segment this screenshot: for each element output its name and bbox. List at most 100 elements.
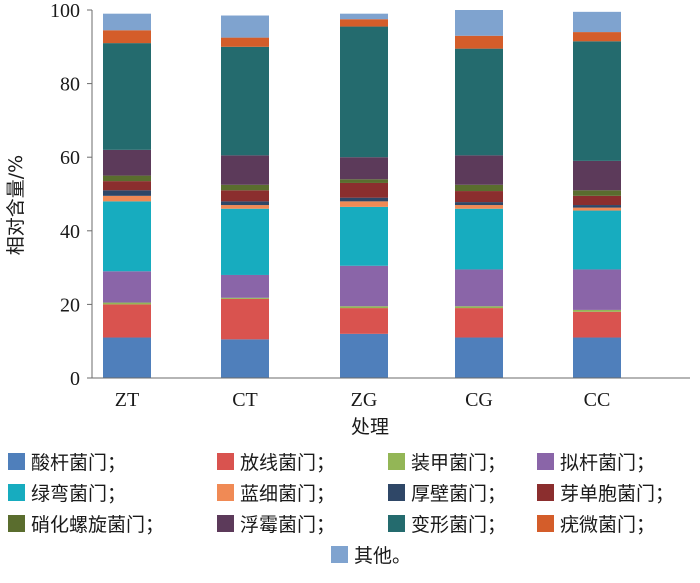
x-axis: ZT CT ZG CG CC (92, 377, 690, 411)
y-tick-label: 0 (70, 368, 80, 390)
bar-segment-cc-5 (573, 207, 621, 211)
legend-label: 浮霉菌门； (240, 513, 336, 536)
bar-segment-ct-12 (221, 15, 269, 38)
legend-item: 硝化螺旋菌门； (8, 510, 164, 536)
bar-segment-ct-7 (221, 190, 269, 202)
x-tick-label: CC (584, 389, 611, 411)
bar-segment-ct-4 (221, 208, 269, 275)
bar-segment-zt-2 (103, 302, 151, 305)
legend-swatch (217, 483, 234, 501)
bar-stack-zt (103, 13, 151, 378)
legend-item: 疣微菌门； (537, 510, 655, 536)
bar-segment-zg-11 (340, 19, 388, 27)
bar-segment-zt-3 (103, 271, 151, 303)
x-axis-title: 处理 (351, 416, 389, 438)
legend-item: 装甲菌门； (388, 448, 506, 474)
legend-item: 其他。 (331, 541, 411, 567)
legend-item: 拟杆菌门； (537, 448, 655, 474)
bar-segment-cg-0 (455, 337, 503, 378)
legend-swatch (537, 452, 554, 470)
bar-segment-zt-1 (103, 304, 151, 338)
legend-item: 绿弯菌门； (8, 479, 126, 505)
legend-swatch (8, 452, 25, 470)
legend-swatch (537, 483, 554, 501)
legend-label: 酸杆菌门； (31, 451, 127, 474)
bar-segment-cc-6 (573, 205, 621, 208)
bar-segment-zt-4 (103, 201, 151, 272)
y-tick-label: 40 (60, 221, 80, 243)
bar-segment-zt-7 (103, 181, 151, 191)
legend-label: 芽单胞菌门； (560, 482, 675, 505)
bar-segment-zt-5 (103, 195, 151, 202)
bar-segment-zt-10 (103, 43, 151, 150)
legend-swatch (388, 483, 405, 501)
bar-segment-zg-2 (340, 306, 388, 309)
bar-segment-zg-4 (340, 206, 388, 266)
legend-label: 装甲菌门； (411, 451, 507, 474)
bar-segment-cg-4 (455, 208, 503, 270)
legend-item: 变形菌门； (388, 510, 506, 536)
bar-segment-cc-4 (573, 210, 621, 270)
bar-segment-ct-3 (221, 274, 269, 298)
bar-segment-zg-0 (340, 333, 388, 378)
x-tick-label: ZT (115, 389, 139, 411)
legend-label: 疣微菌门； (560, 513, 656, 536)
bar-segment-zg-1 (340, 308, 388, 334)
bar-segment-zg-12 (340, 13, 388, 20)
bar-segment-cc-1 (573, 311, 621, 338)
y-axis: 0 20 40 60 80 100 (50, 0, 93, 390)
bar-segment-cg-12 (455, 10, 503, 36)
legend-swatch (217, 514, 234, 532)
bar-segment-zt-8 (103, 175, 151, 182)
legend-label: 放线菌门； (240, 451, 336, 474)
bar-segment-zt-0 (103, 337, 151, 378)
bar-segment-cc-0 (573, 337, 621, 378)
bar-segment-zg-9 (340, 157, 388, 180)
plot-area (103, 10, 621, 378)
stacked-bar-chart: 0 20 40 60 80 100 ZT CT ZG CG CC 相对含量/% 处理 (5, 0, 690, 438)
bar-segment-zg-6 (340, 197, 388, 202)
bar-stack-cc (573, 11, 621, 378)
bar-segment-zt-12 (103, 13, 151, 31)
bar-segment-zg-10 (340, 26, 388, 158)
legend-label: 厚壁菌门； (411, 482, 507, 505)
bar-segment-zg-5 (340, 201, 388, 207)
legend-item: 放线菌门； (217, 448, 335, 474)
legend-swatch (388, 452, 405, 470)
x-tick-label: CG (465, 389, 493, 411)
bar-segment-cc-3 (573, 269, 621, 310)
y-tick-label: 20 (60, 294, 80, 316)
bar-segment-cg-9 (455, 155, 503, 185)
bar-segment-zg-8 (340, 179, 388, 183)
legend-label: 变形菌门； (411, 513, 507, 536)
legend-item: 蓝细菌门； (217, 479, 335, 505)
legend-label: 拟杆菌门； (560, 451, 656, 474)
legend-swatch (331, 545, 348, 563)
x-tick-label: ZG (351, 389, 378, 411)
bar-segment-zt-9 (103, 149, 151, 176)
y-tick-label: 100 (50, 0, 80, 22)
bar-segment-cg-3 (455, 269, 503, 307)
bar-segment-cg-11 (455, 35, 503, 49)
legend-item: 厚壁菌门； (388, 479, 506, 505)
bar-segment-ct-5 (221, 205, 269, 209)
legend-item: 芽单胞菌门； (537, 479, 674, 505)
legend-label: 蓝细菌门； (240, 482, 336, 505)
bar-segment-ct-10 (221, 46, 269, 156)
bar-segment-cc-8 (573, 190, 621, 196)
y-tick-label: 60 (60, 147, 80, 169)
y-axis-title: 相对含量/% (5, 155, 27, 255)
bar-segment-cg-10 (455, 48, 503, 156)
bar-segment-cc-7 (573, 195, 621, 206)
bar-segment-zt-6 (103, 190, 151, 196)
y-tick-label: 80 (60, 74, 80, 96)
bar-segment-cg-1 (455, 308, 503, 338)
legend-item: 酸杆菌门； (8, 448, 126, 474)
bar-segment-ct-6 (221, 201, 269, 206)
bar-segment-cc-12 (573, 11, 621, 33)
bar-segment-zg-3 (340, 265, 388, 307)
legend-item: 浮霉菌门； (217, 510, 335, 536)
bar-segment-zt-11 (103, 30, 151, 44)
legend: 酸杆菌门； 放线菌门； 装甲菌门； 拟杆菌门； 绿弯菌门； 蓝细菌门； 厚壁菌门； 芽单胞菌门… (0, 444, 700, 583)
legend-swatch (8, 514, 25, 532)
